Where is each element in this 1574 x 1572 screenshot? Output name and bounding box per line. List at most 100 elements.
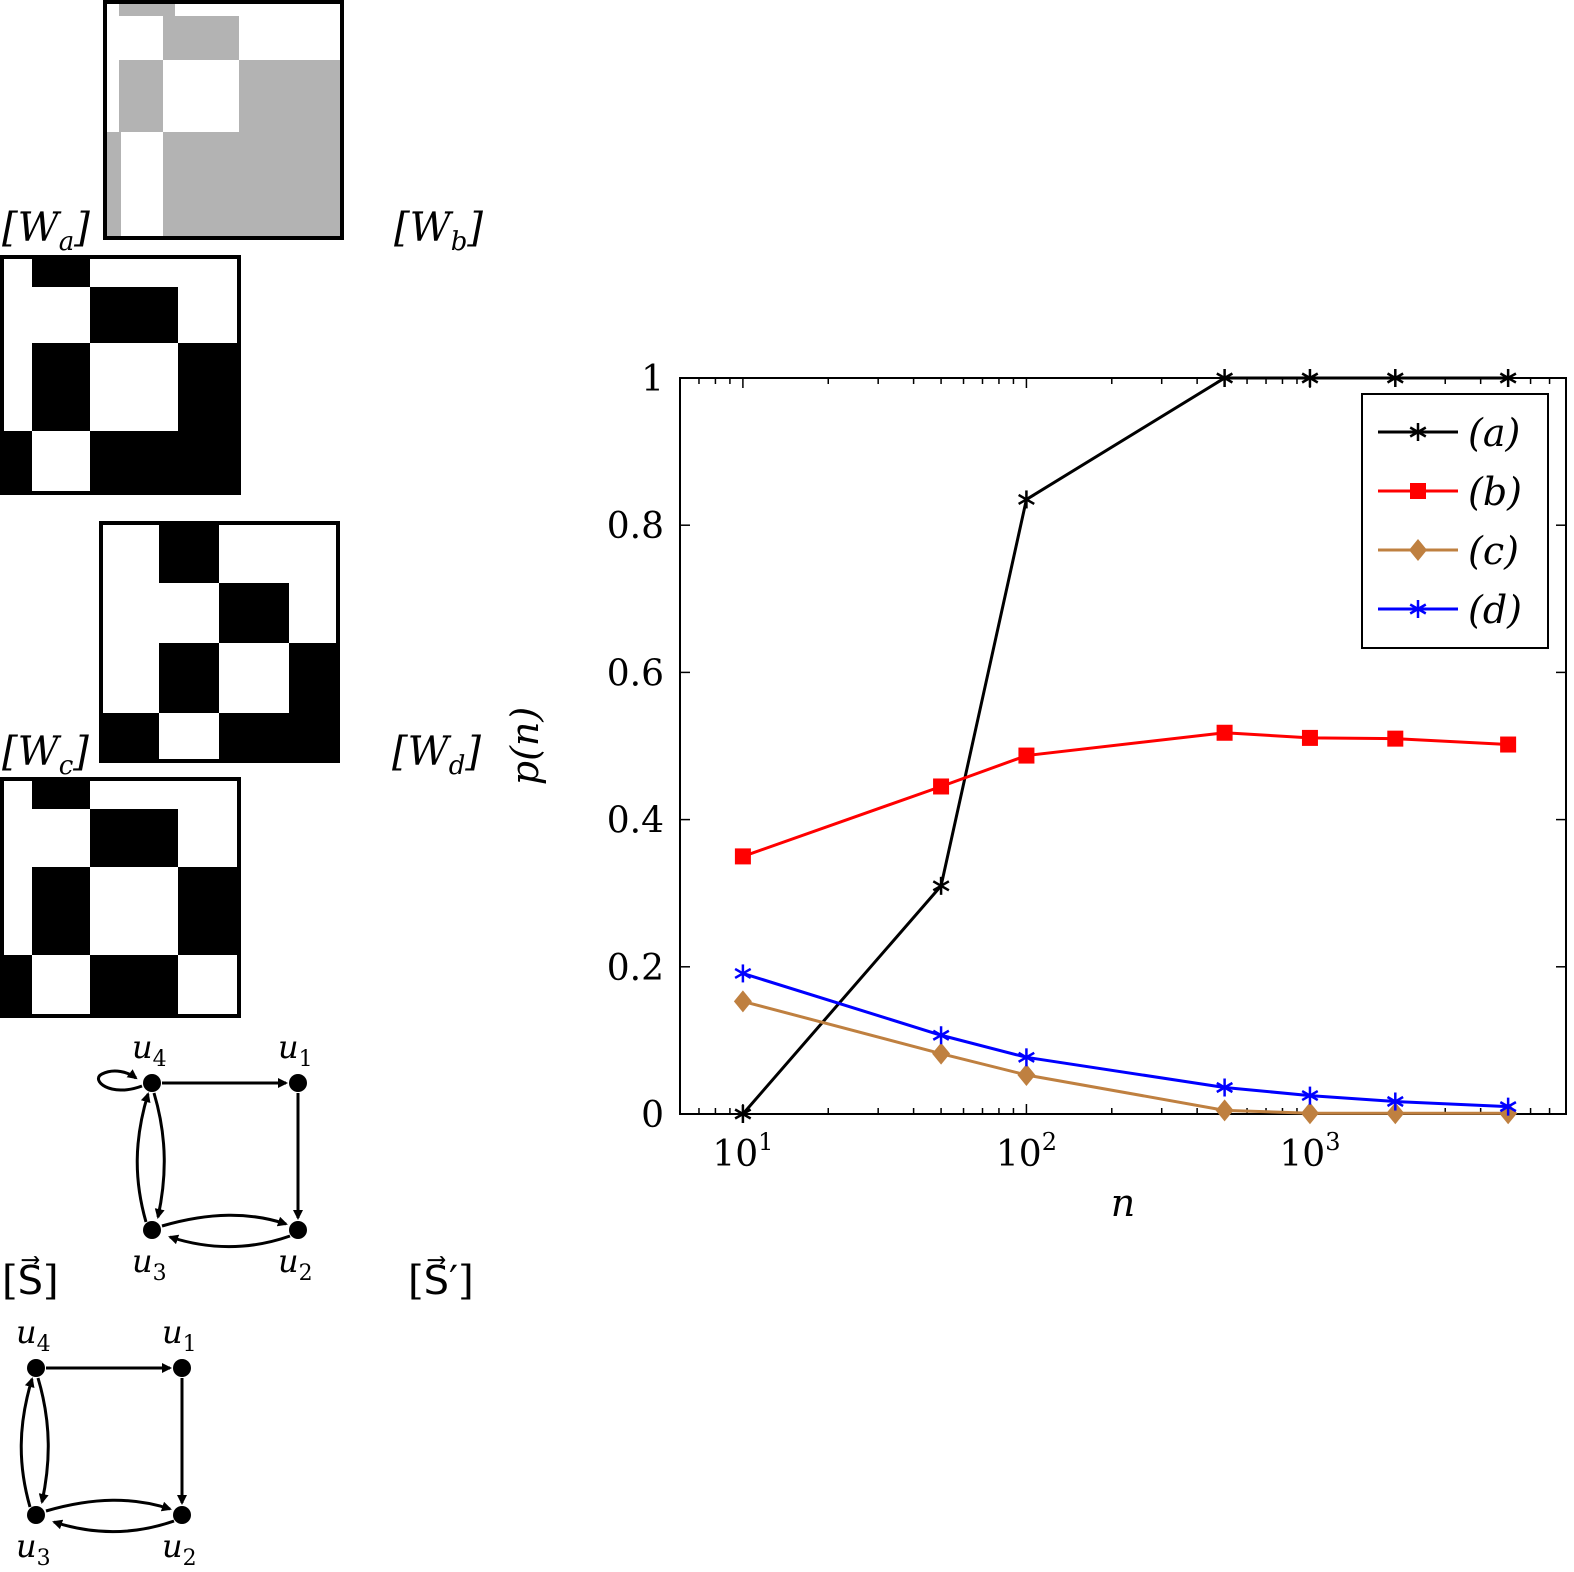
data-point bbox=[734, 848, 751, 865]
chart-legend: (a) (b) (c) (d) bbox=[1361, 393, 1549, 649]
legend-label: (a) bbox=[1468, 411, 1520, 455]
label-u1: u1 bbox=[162, 1315, 197, 1357]
node-u4 bbox=[27, 1359, 45, 1377]
data-point bbox=[933, 778, 950, 795]
data-point bbox=[932, 876, 950, 895]
data-point bbox=[1386, 369, 1404, 387]
marker-stroke bbox=[1386, 372, 1404, 384]
label-u3: u3 bbox=[132, 1242, 167, 1286]
marker-stroke bbox=[734, 967, 752, 980]
x-tick-label: 103 bbox=[1279, 1128, 1340, 1175]
data-point bbox=[1499, 369, 1517, 387]
data-point bbox=[1386, 1092, 1404, 1111]
marker-stroke bbox=[1386, 1095, 1404, 1108]
series-line-3 bbox=[742, 971, 1509, 1109]
legend-label: (c) bbox=[1468, 529, 1519, 573]
label-u3: u3 bbox=[16, 1527, 51, 1571]
x-tick-label: 102 bbox=[996, 1128, 1057, 1175]
data-point bbox=[734, 1105, 752, 1123]
plot-frame bbox=[679, 377, 1567, 1115]
node-u1 bbox=[173, 1359, 191, 1377]
node-u3 bbox=[143, 1221, 161, 1239]
data-point bbox=[1215, 1099, 1234, 1122]
chart-axes: 101 102 103 0 0.2 0.4 0.6 0.8 1 n p(n) bbox=[503, 359, 1567, 1225]
data-point bbox=[1300, 1102, 1319, 1125]
marker-stroke bbox=[1216, 372, 1234, 384]
y-tick-label: 0 bbox=[641, 1095, 664, 1136]
graphon-wb bbox=[103, 0, 344, 240]
marker-stroke bbox=[1301, 372, 1319, 384]
data-point bbox=[1301, 369, 1319, 387]
graphon-wd bbox=[99, 521, 340, 763]
graphon-wd-cells bbox=[101, 523, 338, 761]
label-u2: u2 bbox=[162, 1527, 197, 1571]
label-wb: [Wb] bbox=[394, 205, 483, 257]
node-u2 bbox=[289, 1221, 307, 1239]
y-axis-label: p(n) bbox=[503, 707, 547, 785]
y-tick-label: 0.2 bbox=[607, 948, 664, 989]
label-wc: [Wc] bbox=[2, 729, 89, 781]
data-point bbox=[1499, 1097, 1517, 1116]
series-line-2 bbox=[742, 999, 1509, 1115]
node-u4 bbox=[143, 1074, 161, 1092]
legend-marker bbox=[1409, 539, 1427, 561]
data-point bbox=[1017, 1063, 1036, 1086]
legend-marker bbox=[1410, 483, 1426, 499]
legend-label: (b) bbox=[1468, 470, 1522, 514]
y-tick-label: 0.8 bbox=[607, 506, 664, 547]
marker-stroke bbox=[1216, 1081, 1234, 1094]
label-wd: [Wd] bbox=[392, 729, 481, 781]
graphon-wb-cells bbox=[107, 2, 342, 236]
graphon-wc-cells bbox=[2, 779, 239, 1016]
data-point bbox=[1216, 1078, 1234, 1097]
marker-stroke bbox=[932, 880, 950, 892]
y-tick-label: 0.4 bbox=[607, 801, 664, 842]
label-s-prime: [S⃗′] bbox=[408, 1258, 474, 1304]
data-point bbox=[932, 1042, 951, 1065]
data-point bbox=[734, 964, 752, 983]
legend-box bbox=[1361, 393, 1549, 649]
data-point bbox=[1301, 1086, 1319, 1105]
marker-stroke bbox=[932, 1029, 950, 1041]
marker-stroke bbox=[1499, 372, 1517, 384]
marker-stroke bbox=[1499, 1101, 1517, 1113]
marker-stroke bbox=[1018, 493, 1035, 506]
label-s: [S⃗] bbox=[2, 1258, 59, 1304]
data-point bbox=[1018, 747, 1035, 764]
graphon-wc bbox=[0, 777, 241, 1018]
label-u2: u2 bbox=[278, 1242, 313, 1286]
marker-stroke bbox=[1018, 1051, 1035, 1063]
data-point bbox=[1500, 736, 1517, 753]
data-point bbox=[1216, 369, 1234, 387]
data-point bbox=[932, 1026, 950, 1045]
data-point bbox=[1387, 730, 1404, 747]
marker-stroke bbox=[734, 1108, 752, 1120]
legend-label: (d) bbox=[1468, 588, 1522, 632]
data-point bbox=[1386, 1102, 1405, 1125]
y-tick-label: 0.6 bbox=[607, 653, 664, 694]
legend-marker bbox=[1409, 423, 1427, 441]
graph-s-prime: u4 u1 u3 u2 bbox=[97, 1030, 313, 1286]
node-u3 bbox=[27, 1506, 45, 1524]
graph-s: u4 u1 u3 u2 bbox=[16, 1315, 197, 1571]
data-point bbox=[1301, 729, 1318, 746]
legend-marker bbox=[1409, 600, 1427, 618]
label-u1: u1 bbox=[278, 1030, 313, 1072]
graphon-wa-cells bbox=[2, 257, 239, 493]
x-axis-label: n bbox=[1111, 1181, 1135, 1225]
chart-series bbox=[733, 369, 1518, 1125]
label-u4: u4 bbox=[16, 1315, 51, 1357]
node-u1 bbox=[289, 1074, 307, 1092]
label-u4: u4 bbox=[132, 1030, 167, 1072]
y-tick-label: 1 bbox=[641, 359, 664, 400]
x-tick-label: 101 bbox=[712, 1128, 773, 1175]
marker-stroke bbox=[1301, 1090, 1319, 1102]
data-point bbox=[1018, 490, 1035, 509]
label-wa: [Wa] bbox=[2, 205, 90, 257]
data-point bbox=[1018, 1048, 1035, 1067]
data-point bbox=[733, 990, 752, 1013]
marker-stroke bbox=[1409, 603, 1427, 615]
graphon-wa bbox=[0, 255, 241, 495]
series-line-1 bbox=[742, 731, 1509, 858]
